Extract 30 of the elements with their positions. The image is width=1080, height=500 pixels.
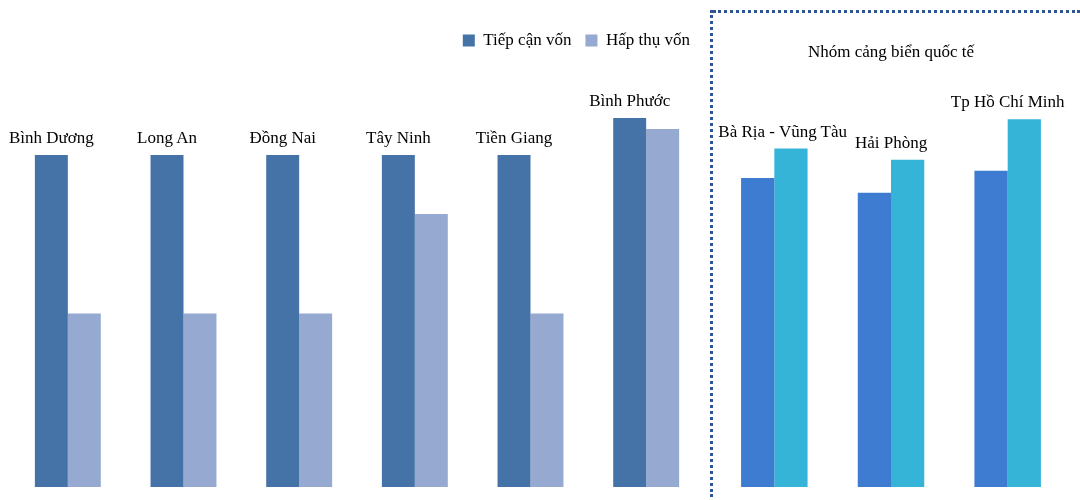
x-tick-label: Tây Ninh bbox=[366, 127, 432, 147]
x-tick-label: Bà Rịa - Vũng Tàu bbox=[718, 121, 848, 141]
x-tick-label: Tp Hồ Chí Minh bbox=[950, 92, 1066, 112]
bar bbox=[774, 148, 808, 487]
bar bbox=[741, 178, 775, 487]
bar bbox=[646, 129, 680, 487]
x-tick-label: Long An bbox=[137, 127, 198, 147]
x-tick-label: Bình Phước bbox=[589, 91, 671, 110]
bar bbox=[183, 313, 217, 487]
bar bbox=[150, 154, 184, 487]
bar bbox=[414, 213, 448, 487]
legend-label: Hấp thụ vốn bbox=[605, 29, 691, 49]
bar bbox=[1007, 119, 1041, 487]
bar bbox=[497, 154, 531, 487]
bar bbox=[613, 118, 647, 487]
bar bbox=[974, 170, 1008, 487]
chart-title: Nhóm cảng biển quốc tế bbox=[807, 41, 975, 61]
bar bbox=[891, 159, 925, 487]
bar bbox=[299, 313, 333, 487]
x-tick-label: Đồng Nai bbox=[249, 127, 317, 147]
bar bbox=[381, 154, 415, 487]
bar bbox=[266, 154, 300, 487]
bar bbox=[857, 192, 891, 487]
x-tick-label: Tiền Giang bbox=[475, 127, 553, 147]
bar bbox=[530, 313, 564, 487]
x-tick-label: Hải Phòng bbox=[854, 132, 928, 152]
x-tick-label: Bình Dương bbox=[8, 127, 95, 147]
bar bbox=[34, 154, 68, 487]
legend-label: Tiếp cận vốn bbox=[483, 29, 572, 49]
bar bbox=[67, 313, 101, 487]
